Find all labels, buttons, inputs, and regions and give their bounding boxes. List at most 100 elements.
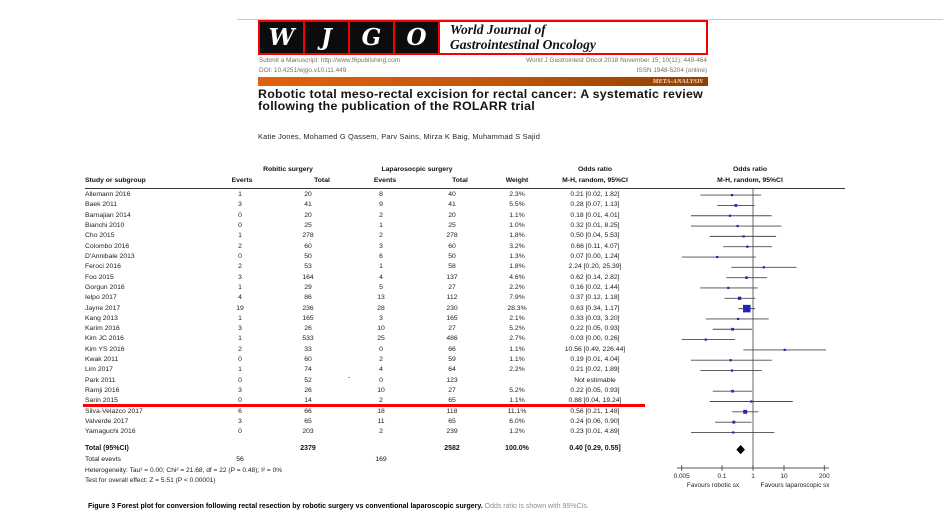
laparoscopic-events: 4 bbox=[379, 273, 383, 281]
weight-value: 11.1% bbox=[507, 407, 527, 415]
study-name: Yamaguchi 2016 bbox=[85, 428, 136, 436]
weight-value: 1.3% bbox=[509, 252, 525, 260]
robotic-total: 86 bbox=[304, 294, 312, 302]
robotic-events: 0 bbox=[238, 376, 242, 384]
odds-ratio-value: 0.88 [0.04, 19.24] bbox=[568, 397, 622, 405]
robotic-total: 164 bbox=[302, 273, 314, 281]
odds-ratio-value: 0.24 [0.06, 0.90] bbox=[570, 418, 620, 426]
robotic-events: 0 bbox=[238, 356, 242, 364]
robotic-events: 3 bbox=[238, 418, 242, 426]
laparoscopic-total: 112 bbox=[446, 294, 458, 302]
laparoscopic-events: 13 bbox=[377, 294, 385, 302]
odds-ratio-value: 0.21 [0.02, 1.89] bbox=[570, 366, 620, 374]
study-name: Jayne 2017 bbox=[85, 304, 121, 312]
odds-ratio-value: 0.21 [0.02, 1.82] bbox=[570, 191, 620, 198]
weight-value: 1.1% bbox=[509, 397, 525, 405]
odds-ratio-value: Not estimable bbox=[574, 376, 616, 384]
robotic-total: 65 bbox=[304, 418, 312, 426]
laparoscopic-total: 118 bbox=[446, 407, 458, 415]
robotic-events: 1 bbox=[238, 232, 242, 240]
issue-citation: World J Gastrointest Oncol 2018 November… bbox=[526, 57, 707, 64]
laparoscopic-events: 6 bbox=[379, 252, 383, 260]
study-name: Ielpo 2017 bbox=[85, 294, 117, 302]
study-row: Jayne 2017 19 236 28 230 28.3% 0.63 [0.34, 1.1… bbox=[0, 304, 943, 314]
weight-value: 1.8% bbox=[509, 232, 525, 240]
odds-ratio-value: 10.56 [0.49, 226.44] bbox=[564, 345, 626, 353]
weight-value: 3.2% bbox=[509, 242, 525, 250]
laparoscopic-events: 25 bbox=[377, 335, 385, 343]
odds-ratio-value: 0.07 [0.00, 1.24] bbox=[570, 252, 620, 260]
robotic-total: 60 bbox=[304, 242, 312, 250]
laparoscopic-events: 8 bbox=[379, 191, 383, 198]
robotic-events: 2 bbox=[238, 345, 242, 353]
heterogeneity-stats: Heterogeneity: Tau² = 0.00; Chi² = 21.68… bbox=[85, 466, 283, 474]
odds-ratio-value: 0.03 [0.00, 0.26] bbox=[570, 335, 620, 343]
study-row: Allemann 2016 1 20 8 40 2.3% 0.21 [0.02, 1.82] bbox=[0, 190, 943, 200]
axis-tick-label: 10 bbox=[780, 473, 788, 480]
stray-dash-mark: - bbox=[348, 373, 351, 381]
odds-ratio-value: 0.19 [0.01, 4.04] bbox=[570, 356, 620, 364]
laparoscopic-total: 58 bbox=[448, 263, 456, 271]
robotic-events: 3 bbox=[238, 273, 242, 281]
study-name: Kim JC 2016 bbox=[85, 335, 124, 343]
odds-ratio-value: 0.56 [0.21, 1.48] bbox=[570, 407, 620, 415]
laparoscopic-total: 41 bbox=[448, 201, 456, 209]
study-name: Foo 2015 bbox=[85, 273, 114, 281]
weight-value: 5.2% bbox=[509, 387, 525, 395]
laparoscopic-total: 123 bbox=[446, 376, 458, 384]
doi-link[interactable]: DOI: 10.4251/wjgo.v10.i11.449 bbox=[259, 66, 347, 74]
robotic-events: 0 bbox=[238, 397, 242, 405]
study-name: Kang 2013 bbox=[85, 314, 118, 322]
journal-name-line1: World Journal of bbox=[450, 22, 546, 37]
study-name: Kim YS 2016 bbox=[85, 345, 125, 353]
robotic-events: 0 bbox=[238, 428, 242, 436]
laparoscopic-events: 1 bbox=[379, 221, 383, 229]
total-events-robotic: 56 bbox=[236, 456, 244, 463]
issn-text: ISSN 1948-5204 (online) bbox=[636, 66, 707, 74]
study-row: Kang 2013 1 165 3 165 2.1% 0.33 [0.03, 3.20] bbox=[0, 314, 943, 324]
col-laparoscopic-events: Events bbox=[373, 176, 397, 184]
study-name: Silva-Velazco 2017 bbox=[85, 407, 143, 415]
article-authors: Katie Jones, Mohamed G Qassem, Parv Sain… bbox=[258, 132, 541, 141]
robotic-total: 533 bbox=[302, 335, 314, 343]
study-row: Barnajian 2014 0 20 2 20 1.1% 0.18 [0.01, 4.01… bbox=[0, 211, 943, 221]
journal-masthead: W J G O World Journal of Gastrointestina… bbox=[258, 20, 708, 55]
odds-ratio-value: 0.23 [0.01, 4.89] bbox=[570, 428, 620, 436]
study-row: Baek 2011 3 41 9 41 5.5% 0.28 [0.07, 1.13] bbox=[0, 200, 943, 210]
study-row: Yamaguchi 2016 0 203 2 239 1.2% 0.23 [0.01, 4.… bbox=[0, 427, 943, 437]
axis-tick-label: 0.1 bbox=[718, 473, 727, 480]
study-row: Kwak 2011 0 60 2 59 1.1% 0.19 [0.01, 4.04] bbox=[0, 355, 943, 365]
study-name: Bianchi 2010 bbox=[85, 221, 125, 229]
col-odds-ratio-plot-2: M-H, random, 95%CI bbox=[717, 176, 783, 184]
study-row: Karim 2016 3 26 10 27 5.2% 0.22 [0.05, 0.93] bbox=[0, 324, 943, 334]
study-row: Kim YS 2016 2 33 0 66 1.1% 10.56 [0.49, 226.44… bbox=[0, 345, 943, 355]
laparoscopic-events: 2 bbox=[379, 211, 383, 219]
figure-caption: Figure 3 Forest plot for conversion foll… bbox=[88, 503, 589, 510]
robotic-events: 1 bbox=[238, 283, 242, 291]
weight-value: 2.1% bbox=[509, 314, 525, 322]
laparoscopic-total: 50 bbox=[448, 252, 456, 260]
study-row: Bianchi 2010 0 25 1 25 1.0% 0.32 [0.01, 8.25] bbox=[0, 221, 943, 231]
masthead-info-row-2: DOI: 10.4251/wjgo.v10.i11.449 ISSN 1948-… bbox=[259, 67, 707, 74]
logo-letter-w: W bbox=[260, 22, 305, 53]
study-row: Silva-Velazco 2017 6 66 18 118 11.1% 0.56 [0.2… bbox=[0, 407, 943, 417]
laparoscopic-total: 60 bbox=[448, 242, 456, 250]
submit-manuscript-link[interactable]: Submit a Manuscript: http://www.f6publis… bbox=[259, 57, 401, 64]
laparoscopic-events: 0 bbox=[379, 345, 383, 353]
robotic-total: 60 bbox=[304, 356, 312, 364]
article-type-banner: META-ANALYSIS bbox=[258, 77, 708, 86]
weight-value: 1.8% bbox=[509, 263, 525, 271]
robotic-total: 278 bbox=[302, 232, 314, 240]
weight-value: 2.2% bbox=[509, 366, 525, 374]
weight-value: 1.0% bbox=[509, 221, 525, 229]
odds-ratio-value: 2.24 [0.20, 25.39] bbox=[568, 263, 622, 271]
weight-value: 2.2% bbox=[509, 283, 525, 291]
laparoscopic-events: 5 bbox=[379, 283, 383, 291]
laparoscopic-total: 230 bbox=[446, 304, 458, 312]
robotic-events: 19 bbox=[236, 304, 244, 312]
robotic-total: 203 bbox=[302, 428, 314, 436]
col-laparoscopic-total: Total bbox=[452, 176, 468, 184]
logo-letter-o: O bbox=[395, 22, 440, 53]
odds-ratio-value: 0.32 [0.01, 8.25] bbox=[570, 221, 620, 229]
col-robotic-events: Everts bbox=[231, 176, 253, 184]
